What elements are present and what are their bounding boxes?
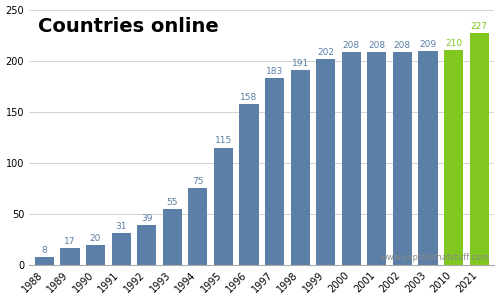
Text: 75: 75: [192, 177, 203, 186]
Bar: [240, 103, 258, 265]
Text: 227: 227: [470, 22, 488, 31]
Text: 210: 210: [445, 39, 462, 48]
Text: 55: 55: [166, 198, 178, 207]
Text: 202: 202: [317, 48, 334, 57]
Text: 115: 115: [215, 136, 232, 146]
Text: 191: 191: [292, 59, 308, 68]
Bar: [290, 70, 310, 265]
Bar: [316, 58, 336, 265]
Text: 208: 208: [342, 41, 360, 50]
Bar: [188, 188, 208, 265]
Bar: [162, 209, 182, 265]
Text: 39: 39: [141, 214, 152, 223]
Bar: [393, 52, 412, 265]
Bar: [444, 50, 463, 265]
Bar: [137, 225, 156, 265]
Bar: [470, 33, 488, 265]
Bar: [367, 52, 386, 265]
Bar: [418, 52, 438, 265]
Text: 31: 31: [116, 222, 127, 231]
Bar: [60, 248, 80, 265]
Text: 208: 208: [394, 41, 411, 50]
Text: Countries online: Countries online: [38, 17, 219, 36]
Text: www.explainthatstuff.com: www.explainthatstuff.com: [380, 254, 490, 262]
Text: 20: 20: [90, 233, 101, 242]
Text: 17: 17: [64, 237, 76, 246]
Text: 209: 209: [420, 40, 436, 50]
Bar: [342, 52, 361, 265]
Bar: [35, 257, 54, 265]
Bar: [265, 78, 284, 265]
Text: 8: 8: [42, 246, 48, 255]
Text: 208: 208: [368, 41, 386, 50]
Text: 183: 183: [266, 67, 283, 76]
Bar: [86, 244, 105, 265]
Bar: [112, 233, 130, 265]
Text: 158: 158: [240, 92, 258, 101]
Bar: [214, 148, 233, 265]
